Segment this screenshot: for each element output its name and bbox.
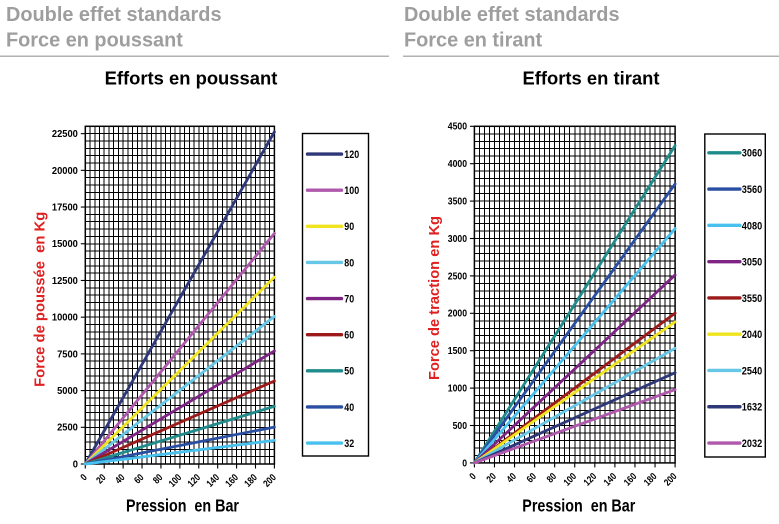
svg-text:120: 120 (344, 149, 359, 161)
svg-text:80: 80 (344, 257, 354, 269)
svg-text:50: 50 (344, 366, 354, 378)
svg-text:Efforts en tirant: Efforts en tirant (523, 68, 660, 89)
svg-text:Double effet standards: Double effet standards (6, 4, 222, 26)
svg-text:70: 70 (344, 293, 354, 305)
svg-text:500: 500 (453, 421, 468, 432)
svg-text:2032: 2032 (742, 438, 762, 450)
svg-text:Force de poussée en Kg: Force de poussée en Kg (32, 212, 48, 387)
svg-text:1000: 1000 (448, 384, 467, 395)
svg-text:17500: 17500 (52, 202, 78, 213)
svg-text:32: 32 (344, 438, 354, 450)
svg-text:3050: 3050 (742, 257, 762, 269)
svg-text:Pression en Bar: Pression en Bar (126, 496, 239, 516)
svg-text:0: 0 (73, 459, 78, 470)
svg-text:0: 0 (468, 471, 479, 482)
svg-text:3550: 3550 (742, 293, 762, 305)
svg-text:40: 40 (344, 402, 354, 414)
svg-text:2000: 2000 (448, 309, 467, 320)
svg-text:Force de traction en Kg: Force de traction en Kg (427, 216, 443, 380)
svg-text:Double effet standards: Double effet standards (404, 4, 620, 26)
svg-text:2540: 2540 (742, 365, 762, 377)
svg-text:12500: 12500 (52, 276, 78, 287)
svg-text:1500: 1500 (448, 346, 467, 357)
svg-text:60: 60 (344, 330, 354, 342)
svg-text:20000: 20000 (52, 166, 78, 177)
svg-text:4080: 4080 (742, 220, 762, 232)
svg-text:2040: 2040 (742, 329, 762, 341)
svg-text:100: 100 (344, 185, 359, 197)
svg-text:1632: 1632 (742, 402, 762, 414)
svg-text:7500: 7500 (57, 349, 78, 360)
svg-text:Force en tirant: Force en tirant (404, 29, 543, 51)
svg-text:0: 0 (462, 458, 467, 469)
svg-text:15000: 15000 (52, 239, 78, 250)
svg-text:Force en poussant: Force en poussant (6, 29, 183, 51)
svg-text:22500: 22500 (52, 129, 78, 140)
svg-text:4500: 4500 (448, 122, 467, 133)
svg-text:0: 0 (79, 472, 90, 483)
svg-text:90: 90 (344, 221, 354, 233)
svg-text:3060: 3060 (742, 148, 762, 160)
svg-text:Pression en Bar: Pression en Bar (522, 496, 635, 516)
svg-text:3560: 3560 (742, 184, 762, 196)
svg-text:4000: 4000 (448, 159, 467, 170)
svg-text:10000: 10000 (52, 313, 78, 324)
svg-text:5000: 5000 (57, 386, 78, 397)
svg-text:Efforts en poussant: Efforts en poussant (105, 68, 278, 89)
svg-text:2500: 2500 (448, 271, 467, 282)
svg-text:3000: 3000 (448, 234, 467, 245)
svg-text:2500: 2500 (57, 423, 78, 434)
svg-text:3500: 3500 (448, 197, 467, 208)
